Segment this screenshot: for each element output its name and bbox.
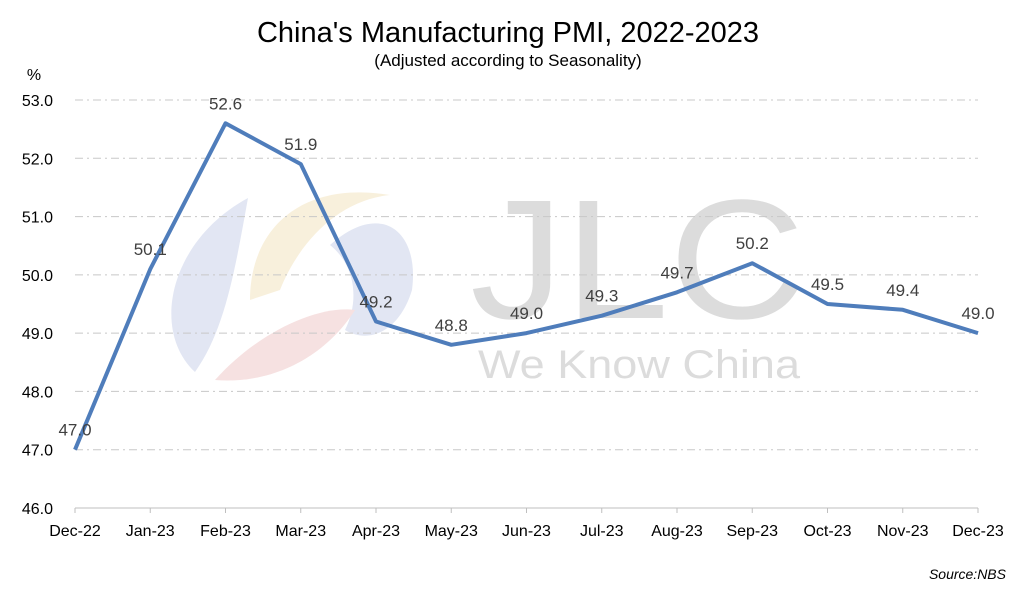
series-line-manufacturing-pmi [73, 121, 979, 451]
x-tick-label-Apr-23: Apr-23 [352, 523, 400, 540]
y-tick-label-53.0: 53.0 [22, 93, 53, 110]
x-tick-label-Dec-22: Dec-22 [49, 523, 101, 540]
x-tick-label-Sep-23: Sep-23 [726, 523, 778, 540]
data-label-Mar-23: 51.9 [284, 135, 317, 154]
y-tick-label-46.0: 46.0 [22, 501, 53, 518]
x-tick-label-May-23: May-23 [425, 523, 478, 540]
watermark-tagline: We Know China [478, 343, 801, 387]
chart-title: China's Manufacturing PMI, 2022-2023 [257, 17, 759, 49]
y-tick-label-52.0: 52.0 [22, 151, 53, 168]
data-label-Jun-23: 49.0 [510, 304, 543, 323]
data-label-Nov-23: 49.4 [886, 281, 919, 300]
watermark-logo-arc-red [215, 309, 355, 381]
x-tick-label-Jun-23: Jun-23 [502, 523, 551, 540]
watermark: JLC We Know China [171, 165, 805, 387]
y-tick-label-50.0: 50.0 [22, 268, 53, 285]
y-tick-label-51.0: 51.0 [22, 210, 53, 227]
x-tick-label-Mar-23: Mar-23 [275, 523, 326, 540]
y-tick-label-47.0: 47.0 [22, 443, 53, 460]
watermark-logo-arc-blue-right [330, 223, 414, 336]
x-tick-label-Jan-23: Jan-23 [126, 523, 175, 540]
chart-subtitle: (Adjusted according to Seasonality) [374, 51, 641, 70]
x-axis-ticks: Dec-22 Jan-23 Feb-23 Mar-23 Apr-23 May-23 Jun-… [49, 508, 1004, 540]
y-axis-label: % [27, 67, 41, 84]
data-label-Feb-23: 52.6 [209, 94, 242, 113]
y-tick-label-48.0: 48.0 [22, 384, 53, 401]
x-tick-label-Aug-23: Aug-23 [651, 523, 703, 540]
x-tick-label-Nov-23: Nov-23 [877, 523, 929, 540]
y-tick-label-49.0: 49.0 [22, 326, 53, 343]
x-tick-label-Jul-23: Jul-23 [580, 523, 624, 540]
data-label-Apr-23: 49.2 [359, 292, 392, 311]
data-label-Jul-23: 49.3 [585, 287, 618, 306]
x-tick-label-Dec-23: Dec-23 [952, 523, 1004, 540]
data-label-May-23: 48.8 [435, 316, 468, 335]
data-label-Dec-22: 47.0 [58, 421, 91, 440]
source-note: Source:NBS [929, 566, 1007, 582]
grid-lines [75, 99, 978, 451]
data-label-Oct-23: 49.5 [811, 275, 844, 294]
data-label-Jan-23: 50.1 [134, 240, 167, 259]
data-labels: 47.0 50.1 52.6 51.9 49.2 48.8 49.0 49.3 49.7 50.2… [58, 94, 994, 439]
x-tick-label-Oct-23: Oct-23 [803, 523, 851, 540]
data-label-Sep-23: 50.2 [736, 234, 769, 253]
data-label-Dec-23: 49.0 [961, 304, 994, 323]
watermark-brand: JLC [470, 165, 805, 355]
y-axis-ticks: 46.0 47.0 48.0 49.0 50.0 51.0 52.0 53.0 [22, 93, 53, 518]
watermark-logo-arc-yellow [250, 192, 390, 300]
data-label-Aug-23: 49.7 [660, 263, 693, 282]
watermark-logo-arc-blue [171, 198, 248, 372]
x-tick-label-Feb-23: Feb-23 [200, 523, 251, 540]
